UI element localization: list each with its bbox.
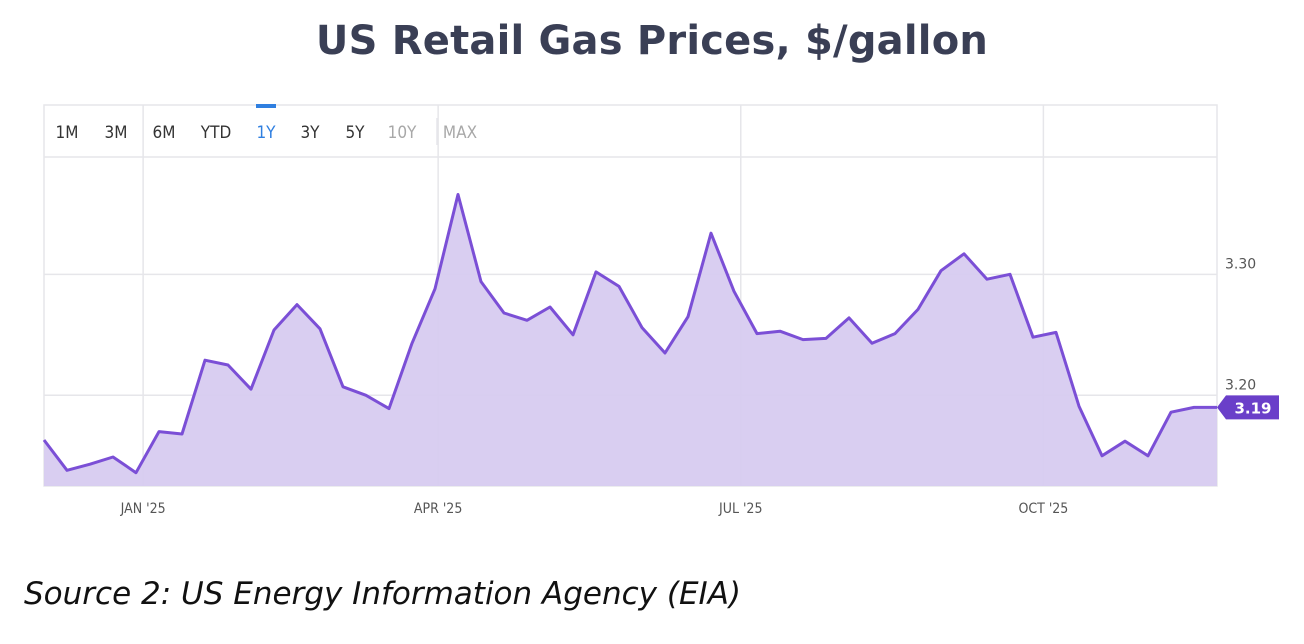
last-value-badge — [1217, 395, 1279, 420]
range-button-label: 6M — [153, 123, 176, 143]
data-point — [457, 193, 460, 196]
data-point — [940, 269, 943, 272]
data-point — [526, 319, 529, 322]
data-point — [595, 270, 598, 273]
data-point — [779, 330, 782, 333]
source-caption: Source 2: US Energy Information Agency (… — [24, 576, 741, 612]
data-point — [89, 463, 92, 466]
data-point — [250, 388, 253, 391]
range-button-label: 5Y — [345, 123, 365, 143]
x-tick-label: JUL '25 — [718, 501, 762, 517]
range-button-1m[interactable]: 1M — [56, 123, 79, 143]
data-point — [664, 352, 667, 355]
range-button-label: 3Y — [300, 123, 320, 143]
data-point — [503, 312, 506, 315]
data-point — [1124, 440, 1127, 443]
x-tick-label: OCT '25 — [1018, 501, 1068, 517]
range-button-ytd[interactable]: YTD — [200, 123, 231, 143]
data-point — [342, 385, 345, 388]
data-point — [1101, 454, 1104, 457]
data-point — [227, 364, 230, 367]
data-point — [687, 315, 690, 318]
data-point — [1055, 331, 1058, 334]
range-selector: 1M 3M 6M YTD 1Y 3Y 5Y 10Y MAX — [56, 104, 477, 145]
data-point — [848, 316, 851, 319]
data-point — [158, 430, 161, 433]
range-button-max[interactable]: MAX — [443, 123, 477, 143]
price-area-fill — [44, 194, 1217, 486]
data-point — [434, 287, 437, 290]
data-point — [733, 290, 736, 293]
data-point — [480, 280, 483, 283]
range-button-label: YTD — [200, 123, 231, 143]
data-point — [894, 332, 897, 335]
data-point — [986, 278, 989, 281]
range-button-3m[interactable]: 3M — [105, 123, 128, 143]
data-point — [112, 456, 115, 459]
price-line — [42, 193, 1217, 475]
active-range-indicator — [256, 104, 276, 108]
range-button-6m[interactable]: 6M — [153, 123, 176, 143]
range-button-3y[interactable]: 3Y — [300, 123, 320, 143]
data-point — [549, 306, 552, 309]
range-button-label: 1M — [56, 123, 79, 143]
data-point — [204, 359, 207, 362]
data-point — [365, 394, 368, 397]
x-tick-label: APR '25 — [414, 501, 462, 517]
y-tick-label: 3.30 — [1225, 256, 1256, 272]
range-button-label: MAX — [443, 123, 477, 143]
data-point — [273, 329, 276, 332]
last-value-label: 3.19 — [1234, 399, 1271, 417]
range-button-label: 10Y — [388, 123, 417, 143]
price-area — [44, 194, 1217, 486]
range-button-10y[interactable]: 10Y — [388, 123, 417, 143]
data-point — [756, 332, 759, 335]
data-point — [917, 308, 920, 311]
data-point — [1009, 273, 1012, 276]
data-point — [296, 303, 299, 306]
data-point — [388, 407, 391, 410]
data-point — [66, 469, 69, 472]
range-button-label: 1Y — [256, 123, 276, 143]
range-button-label: 3M — [105, 123, 128, 143]
price-series-line — [42, 193, 1217, 475]
data-point — [1147, 454, 1150, 457]
data-point — [963, 252, 966, 255]
data-point — [135, 471, 138, 474]
data-point — [802, 338, 805, 341]
data-point — [1193, 406, 1196, 409]
data-point — [641, 326, 644, 329]
data-point — [710, 232, 713, 235]
data-point — [618, 285, 621, 288]
data-point — [43, 439, 46, 442]
gas-price-chart: JAN '25 APR '25 JUL '25 OCT '25 3.20 3.30 1M 3… — [42, 104, 1279, 517]
y-tick-label: 3.20 — [1225, 377, 1256, 393]
x-tick-label: JAN '25 — [120, 501, 166, 517]
chart-title: US Retail Gas Prices, $/gallon — [315, 18, 989, 64]
range-button-1y[interactable]: 1Y — [256, 104, 276, 143]
data-point — [319, 327, 322, 330]
data-point — [572, 333, 575, 336]
data-point — [1032, 336, 1035, 339]
range-button-5y[interactable]: 5Y — [345, 123, 365, 143]
data-point — [1170, 411, 1173, 414]
data-point — [181, 433, 184, 436]
data-point — [871, 342, 874, 345]
data-point — [1078, 405, 1081, 408]
last-value-marker: 3.19 — [1217, 395, 1279, 420]
data-point — [825, 337, 828, 340]
data-point — [411, 342, 414, 345]
axis-labels: JAN '25 APR '25 JUL '25 OCT '25 3.20 3.30 — [120, 256, 1257, 517]
